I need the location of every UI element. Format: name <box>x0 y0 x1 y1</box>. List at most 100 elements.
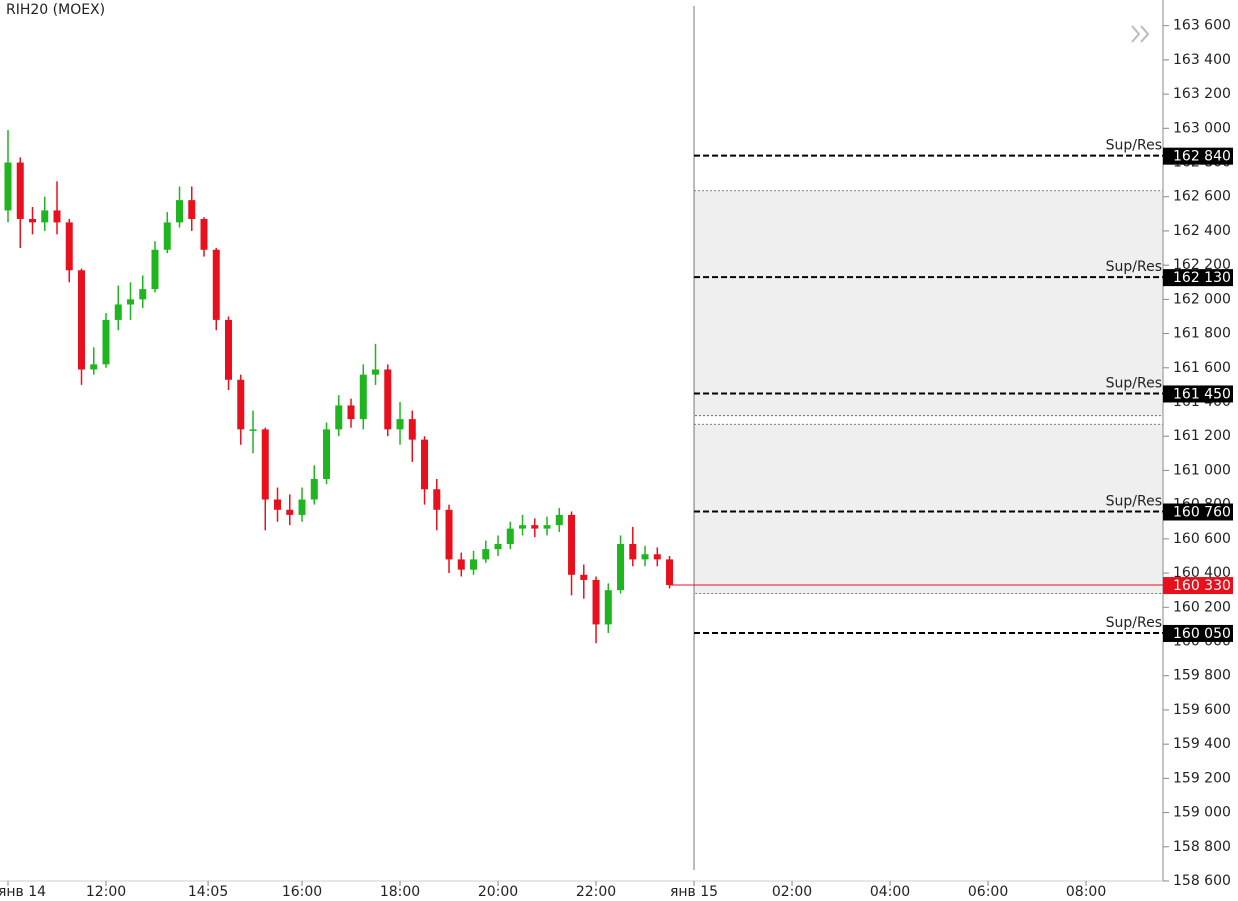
candle-body <box>580 574 588 580</box>
level-name: Sup/Res <box>1106 259 1162 275</box>
y-tick-label: 162 600 <box>1173 189 1231 205</box>
x-tick-label: янв 14 <box>0 884 46 900</box>
x-tick-label: 12:00 <box>86 884 126 900</box>
candle-body <box>519 525 527 529</box>
x-tick-label: 14:05 <box>188 884 228 900</box>
candle-body <box>237 379 245 430</box>
y-tick-label: 160 200 <box>1173 599 1231 615</box>
candle-body <box>114 304 122 320</box>
y-tick-label: 159 600 <box>1173 702 1231 718</box>
y-tick-label: 158 800 <box>1173 839 1231 855</box>
candle-body <box>653 554 661 560</box>
level-price-label: 160 050 <box>1173 626 1231 642</box>
collapse-button[interactable] <box>1131 25 1150 43</box>
candle-body <box>286 509 294 515</box>
x-tick-label: 18:00 <box>380 884 420 900</box>
y-tick-label: 162 400 <box>1173 223 1231 239</box>
candle-body <box>212 249 220 320</box>
candle-body <box>592 579 600 625</box>
candle-body <box>617 543 625 591</box>
y-tick-label: 161 000 <box>1173 462 1231 478</box>
candle-body <box>151 249 159 290</box>
level-price-label: 160 760 <box>1173 504 1231 520</box>
y-tick-label: 159 200 <box>1173 770 1231 786</box>
candle-body <box>274 499 282 510</box>
level-price-label: 161 450 <box>1173 386 1231 402</box>
candle-body <box>445 509 453 560</box>
level-price-box <box>1163 269 1233 287</box>
candle-body <box>200 218 208 250</box>
y-tick-label: 163 400 <box>1173 52 1231 68</box>
level-price-box <box>1163 147 1233 165</box>
level-price-box <box>1163 385 1233 403</box>
candle-body <box>666 559 674 586</box>
level-price-label: 162 130 <box>1173 270 1231 286</box>
x-tick-label: 04:00 <box>870 884 910 900</box>
candle-body <box>629 543 637 560</box>
candle-body <box>359 374 367 420</box>
y-tick-label: 161 600 <box>1173 360 1231 376</box>
x-tick-label: 06:00 <box>968 884 1008 900</box>
y-tick-label: 161 200 <box>1173 428 1231 444</box>
candle-body <box>506 528 514 544</box>
candle-body <box>433 489 441 510</box>
y-tick-label: 159 800 <box>1173 668 1231 684</box>
y-tick-label: 162 000 <box>1173 291 1231 307</box>
candle-body <box>531 525 539 529</box>
candle-body <box>90 364 98 370</box>
candle-body <box>4 162 12 211</box>
candle-body <box>457 559 465 570</box>
candle-body <box>65 222 73 271</box>
y-tick-label: 159 000 <box>1173 805 1231 821</box>
candle-body <box>372 369 380 375</box>
candle-body <box>494 543 502 550</box>
candle-body <box>53 210 61 223</box>
candle-body <box>604 590 612 625</box>
level-name: Sup/Res <box>1106 615 1162 631</box>
zone <box>693 423 1164 595</box>
candle-body <box>249 429 257 431</box>
candle-body <box>176 200 184 223</box>
candle-body <box>347 405 355 420</box>
candle-body <box>396 419 404 430</box>
candle-body <box>568 514 576 575</box>
candle-body <box>139 289 147 300</box>
candle-body <box>421 439 429 490</box>
candle-body <box>335 405 343 430</box>
y-tick-label: 159 400 <box>1173 736 1231 752</box>
candle-body <box>323 429 331 479</box>
level-name: Sup/Res <box>1106 375 1162 391</box>
level-price-box <box>1163 624 1233 642</box>
candle-body <box>16 162 24 219</box>
y-tick-label: 160 600 <box>1173 531 1231 547</box>
candle-body <box>555 514 563 526</box>
candle-body <box>163 222 171 250</box>
y-tick-label: 158 600 <box>1173 873 1231 889</box>
candle-body <box>641 554 649 560</box>
chart-title: RIH20 (MOEX) <box>6 2 105 18</box>
candle-body <box>188 200 196 219</box>
candle-body <box>29 218 37 223</box>
x-tick-label: 20:00 <box>478 884 518 900</box>
last-price-label: 160 330 <box>1173 578 1231 594</box>
candle-body <box>78 270 86 370</box>
y-tick-label: 161 800 <box>1173 326 1231 342</box>
candle-body <box>102 319 110 365</box>
candle-body <box>261 429 269 500</box>
x-tick-label: 02:00 <box>772 884 812 900</box>
candle-body <box>384 369 392 430</box>
candle-body <box>225 319 233 380</box>
x-tick-label: янв 15 <box>670 884 718 900</box>
level-price-box <box>1163 503 1233 521</box>
candle-body <box>310 478 318 500</box>
y-tick-label: 163 600 <box>1173 18 1231 34</box>
candle-body <box>127 299 135 305</box>
x-tick-label: 22:00 <box>576 884 616 900</box>
x-tick-label: 08:00 <box>1066 884 1106 900</box>
candle-body <box>543 525 551 529</box>
candle-body <box>408 419 416 440</box>
last-price-box <box>1163 577 1233 595</box>
y-tick-label: 163 000 <box>1173 120 1231 136</box>
candle-body <box>41 210 49 223</box>
